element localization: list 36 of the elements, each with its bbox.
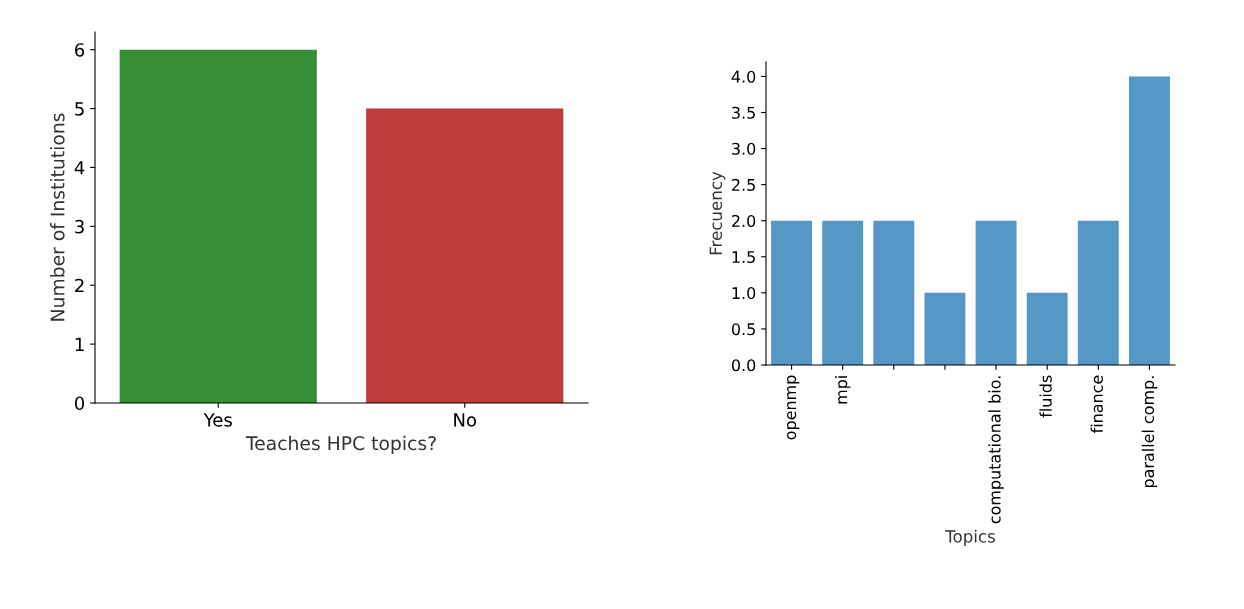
x-tick-label: No: [454, 413, 477, 427]
y-tick-label: 5: [75, 102, 84, 116]
y-tick-label: 2.0: [732, 214, 756, 228]
bar: [1077, 220, 1119, 365]
bar: [924, 292, 966, 365]
y-tick-label: 6: [75, 43, 85, 57]
y-tick-label: 2.5: [732, 178, 755, 191]
y-tick-label: 4.0: [731, 70, 756, 83]
y-tick-label: 4: [74, 161, 85, 175]
x-tick-label: finance: [1090, 375, 1103, 434]
y-tick-label: 1: [75, 337, 84, 351]
bar: [822, 220, 864, 365]
bar: [975, 220, 1017, 365]
y-tick-label: 2: [75, 278, 84, 293]
bar: [1026, 292, 1068, 365]
x-tick-label: mpi: [834, 376, 851, 404]
y-tick-label: 3.0: [732, 142, 756, 155]
x-tick-label: computational bio.: [988, 376, 1004, 524]
x-axis-title: Teaches HPC topics?: [245, 435, 436, 454]
y-tick-label: 0.5: [731, 323, 755, 336]
x-tick-label: parallel comp.: [1141, 376, 1158, 488]
y-tick-label: 1.0: [732, 287, 756, 300]
x-axis-title: Topics: [945, 529, 995, 546]
y-axis-title: Frecuency: [709, 171, 726, 255]
bar: [1128, 76, 1170, 365]
x-tick-label: Yes: [203, 413, 232, 427]
y-tick-label: 0: [74, 396, 85, 411]
bar: [873, 220, 915, 365]
x-tick-label: openmp: [787, 375, 800, 440]
bar: [771, 220, 813, 365]
y-tick-label: 1.5: [732, 251, 755, 264]
y-tick-label: 3: [75, 219, 84, 234]
y-axis-title: Number of Institutions: [50, 113, 65, 321]
y-tick-label: 0.0: [731, 359, 756, 372]
y-tick-label: 3.5: [732, 106, 755, 119]
x-tick-label: fluids: [1039, 375, 1052, 418]
